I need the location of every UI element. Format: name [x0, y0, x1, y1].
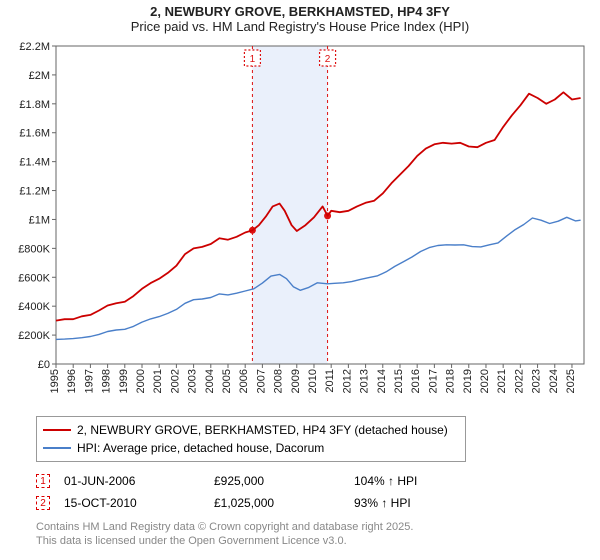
legend-item: 2, NEWBURY GROVE, BERKHAMSTED, HP4 3FY (…: [43, 421, 459, 439]
svg-text:2024: 2024: [548, 369, 560, 393]
attribution-footer: Contains HM Land Registry data © Crown c…: [36, 520, 592, 549]
sale-marker-icon: 2: [36, 496, 50, 510]
svg-text:£1.6M: £1.6M: [19, 128, 50, 140]
legend-item: HPI: Average price, detached house, Daco…: [43, 439, 459, 457]
legend-swatch: [43, 429, 71, 431]
svg-text:2021: 2021: [496, 369, 508, 393]
svg-text:1996: 1996: [66, 369, 78, 393]
svg-text:1998: 1998: [101, 369, 113, 393]
sale-price: £925,000: [214, 474, 354, 488]
svg-text:2018: 2018: [445, 369, 457, 393]
svg-text:2011: 2011: [324, 369, 336, 393]
svg-text:1: 1: [250, 54, 256, 65]
sales-table: 1 01-JUN-2006£925,000104% ↑ HPI 2 15-OCT-20…: [36, 470, 592, 514]
svg-text:2: 2: [325, 54, 331, 65]
svg-text:£2.2M: £2.2M: [19, 41, 50, 53]
sale-date: 01-JUN-2006: [64, 474, 214, 488]
legend-label: HPI: Average price, detached house, Daco…: [77, 441, 324, 455]
svg-text:2001: 2001: [152, 369, 164, 393]
svg-text:£1M: £1M: [29, 214, 50, 226]
svg-text:2007: 2007: [255, 369, 267, 393]
svg-text:2020: 2020: [479, 369, 491, 393]
sale-row: 2 15-OCT-2010£1,025,00093% ↑ HPI: [36, 492, 592, 514]
svg-text:2014: 2014: [376, 369, 388, 393]
svg-text:2016: 2016: [410, 369, 422, 393]
svg-text:2012: 2012: [341, 369, 353, 393]
svg-text:2009: 2009: [290, 369, 302, 393]
svg-text:2025: 2025: [565, 369, 577, 393]
svg-text:2017: 2017: [427, 369, 439, 393]
svg-text:2023: 2023: [531, 369, 543, 393]
svg-text:£1.2M: £1.2M: [19, 186, 50, 198]
legend-label: 2, NEWBURY GROVE, BERKHAMSTED, HP4 3FY (…: [77, 423, 448, 437]
sale-price: £1,025,000: [214, 496, 354, 510]
svg-text:£1.8M: £1.8M: [19, 99, 50, 111]
footer-line-2: This data is licensed under the Open Gov…: [36, 534, 592, 548]
chart-title-subtitle: Price paid vs. HM Land Registry's House …: [8, 19, 592, 34]
sale-hpi-delta: 104% ↑ HPI: [354, 474, 474, 488]
svg-text:2006: 2006: [238, 369, 250, 393]
chart-title-address: 2, NEWBURY GROVE, BERKHAMSTED, HP4 3FY: [8, 4, 592, 19]
chart-area: £0£200K£400K£600K£800K£1M£1.2M£1.4M£1.6M…: [8, 40, 592, 410]
svg-text:2008: 2008: [273, 369, 285, 393]
svg-text:1995: 1995: [49, 369, 61, 393]
svg-text:£600K: £600K: [18, 272, 50, 284]
svg-text:£1.4M: £1.4M: [19, 157, 50, 169]
sale-row: 1 01-JUN-2006£925,000104% ↑ HPI: [36, 470, 592, 492]
legend-swatch: [43, 447, 71, 449]
svg-text:2013: 2013: [359, 369, 371, 393]
svg-text:£800K: £800K: [18, 243, 50, 255]
svg-text:2004: 2004: [204, 369, 216, 393]
svg-text:1999: 1999: [118, 369, 130, 393]
footer-line-1: Contains HM Land Registry data © Crown c…: [36, 520, 592, 534]
svg-text:£400K: £400K: [18, 301, 50, 313]
svg-text:2022: 2022: [513, 369, 525, 393]
sale-marker-icon: 1: [36, 474, 50, 488]
svg-text:1997: 1997: [83, 369, 95, 393]
svg-text:2015: 2015: [393, 369, 405, 393]
sale-date: 15-OCT-2010: [64, 496, 214, 510]
svg-text:2003: 2003: [187, 369, 199, 393]
legend: 2, NEWBURY GROVE, BERKHAMSTED, HP4 3FY (…: [36, 416, 466, 462]
svg-text:2005: 2005: [221, 369, 233, 393]
svg-text:2010: 2010: [307, 369, 319, 393]
svg-text:£2M: £2M: [29, 70, 50, 82]
svg-text:2002: 2002: [169, 369, 181, 393]
line-chart: £0£200K£400K£600K£800K£1M£1.2M£1.4M£1.6M…: [8, 40, 592, 410]
svg-text:£200K: £200K: [18, 330, 50, 342]
svg-text:2019: 2019: [462, 369, 474, 393]
sale-hpi-delta: 93% ↑ HPI: [354, 496, 474, 510]
svg-text:2000: 2000: [135, 369, 147, 393]
